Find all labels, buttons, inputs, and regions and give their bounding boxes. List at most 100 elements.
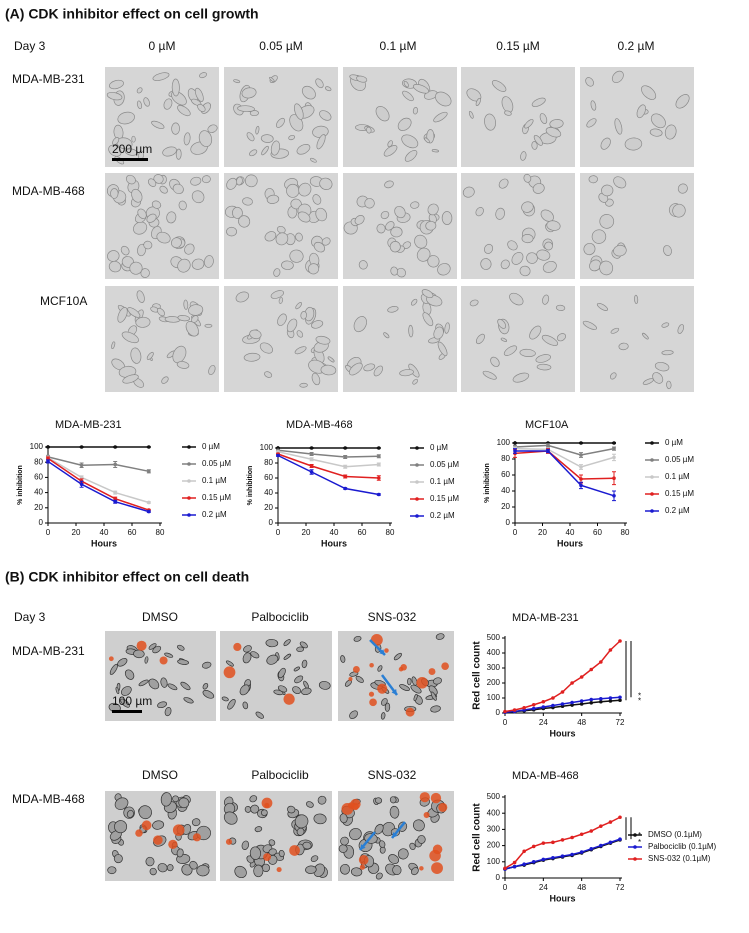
- data-point: [612, 446, 616, 451]
- cell: [675, 94, 690, 109]
- dead-cell: [405, 707, 415, 717]
- dead-cell: [419, 792, 430, 803]
- cell: [223, 811, 238, 825]
- dead-cell: [263, 853, 271, 861]
- cell: [124, 148, 138, 156]
- cell: [397, 117, 412, 131]
- cell: [292, 686, 302, 695]
- legend-marker: [650, 441, 654, 445]
- data-point: [618, 698, 622, 703]
- cell: [138, 679, 149, 687]
- x-axis-label: Hours: [549, 728, 575, 738]
- cell: [255, 711, 264, 719]
- y-tick-label: 0: [496, 873, 501, 882]
- data-point: [522, 849, 526, 854]
- cell: [136, 100, 143, 110]
- treatment-label: DMSO: [142, 610, 178, 624]
- chart-title: MDA-MB-468: [512, 770, 579, 782]
- cell: [278, 849, 285, 858]
- data-point: [309, 457, 314, 462]
- cell: [286, 318, 298, 333]
- cell: [237, 105, 255, 113]
- data-point: [560, 690, 565, 694]
- cell: [131, 135, 136, 143]
- cell: [183, 697, 194, 704]
- cell: [610, 327, 620, 334]
- data-point: [522, 862, 526, 867]
- cell: [162, 146, 177, 157]
- legend-label: 0.05 µM: [665, 455, 694, 464]
- data-point: [560, 838, 565, 842]
- data-point: [560, 854, 565, 858]
- cell: [277, 685, 288, 693]
- data-point: [579, 465, 583, 469]
- cell: [176, 848, 184, 858]
- cell: [389, 805, 400, 819]
- cell: [188, 304, 204, 316]
- cell: [599, 214, 615, 229]
- cell: [431, 149, 440, 153]
- cell: [589, 259, 602, 272]
- legend-label: 0 µM: [430, 443, 448, 452]
- cell: [177, 105, 191, 117]
- cell: [340, 655, 346, 663]
- data-point: [147, 509, 151, 514]
- x-axis-label: Hours: [557, 538, 583, 548]
- chart-title: MDA-MB-468: [286, 419, 353, 431]
- data-point: [579, 477, 583, 481]
- cell: [259, 342, 273, 354]
- cell: [475, 333, 485, 345]
- legend-marker: [187, 462, 191, 466]
- cell: [410, 298, 418, 306]
- cell: [500, 337, 508, 342]
- cell: [672, 203, 686, 218]
- cell: [171, 122, 180, 135]
- cell: [313, 813, 327, 825]
- cell: [586, 118, 597, 128]
- cell: [383, 145, 398, 157]
- cell: [130, 347, 142, 364]
- cell: [145, 856, 155, 867]
- concentration-label: 0 µM: [149, 39, 176, 53]
- y-tick-label: 40: [501, 486, 510, 495]
- cell: [298, 182, 312, 197]
- data-point: [343, 455, 348, 459]
- cell: [536, 363, 552, 371]
- legend-label: 0.05 µM: [202, 459, 231, 468]
- cell: [108, 144, 122, 157]
- dead-cell: [416, 676, 428, 689]
- x-tick-label: 60: [593, 528, 602, 537]
- cell: [242, 652, 252, 664]
- dead-cell: [223, 666, 236, 679]
- cell: [167, 683, 178, 691]
- cell: [261, 145, 269, 156]
- cell: [373, 365, 384, 377]
- data-point: [608, 820, 613, 824]
- cell: [375, 106, 390, 122]
- data-point: [589, 697, 594, 702]
- data-point: [503, 866, 507, 871]
- cell: [397, 848, 409, 860]
- y-tick-label: 400: [487, 808, 501, 817]
- cell: [414, 234, 428, 249]
- data-point: [599, 699, 603, 704]
- cell: [507, 240, 518, 251]
- scale-bar-label: 200 µm: [112, 142, 152, 156]
- data-point: [113, 490, 117, 495]
- cell: [287, 805, 296, 814]
- cell: [531, 141, 538, 150]
- data-point: [377, 446, 381, 450]
- cell: [309, 157, 317, 163]
- data-point: [546, 449, 550, 453]
- cell: [202, 682, 209, 690]
- y-tick-label: 20: [501, 502, 510, 511]
- cell: [469, 299, 479, 307]
- cell: [136, 290, 145, 303]
- dead-cell: [348, 676, 353, 682]
- cell: [233, 79, 241, 83]
- x-tick-label: 80: [386, 528, 395, 537]
- cell: [413, 693, 418, 701]
- data-point: [147, 469, 151, 474]
- legend-label: SNS-032 (0.1µM): [648, 854, 711, 863]
- cell: [366, 126, 372, 134]
